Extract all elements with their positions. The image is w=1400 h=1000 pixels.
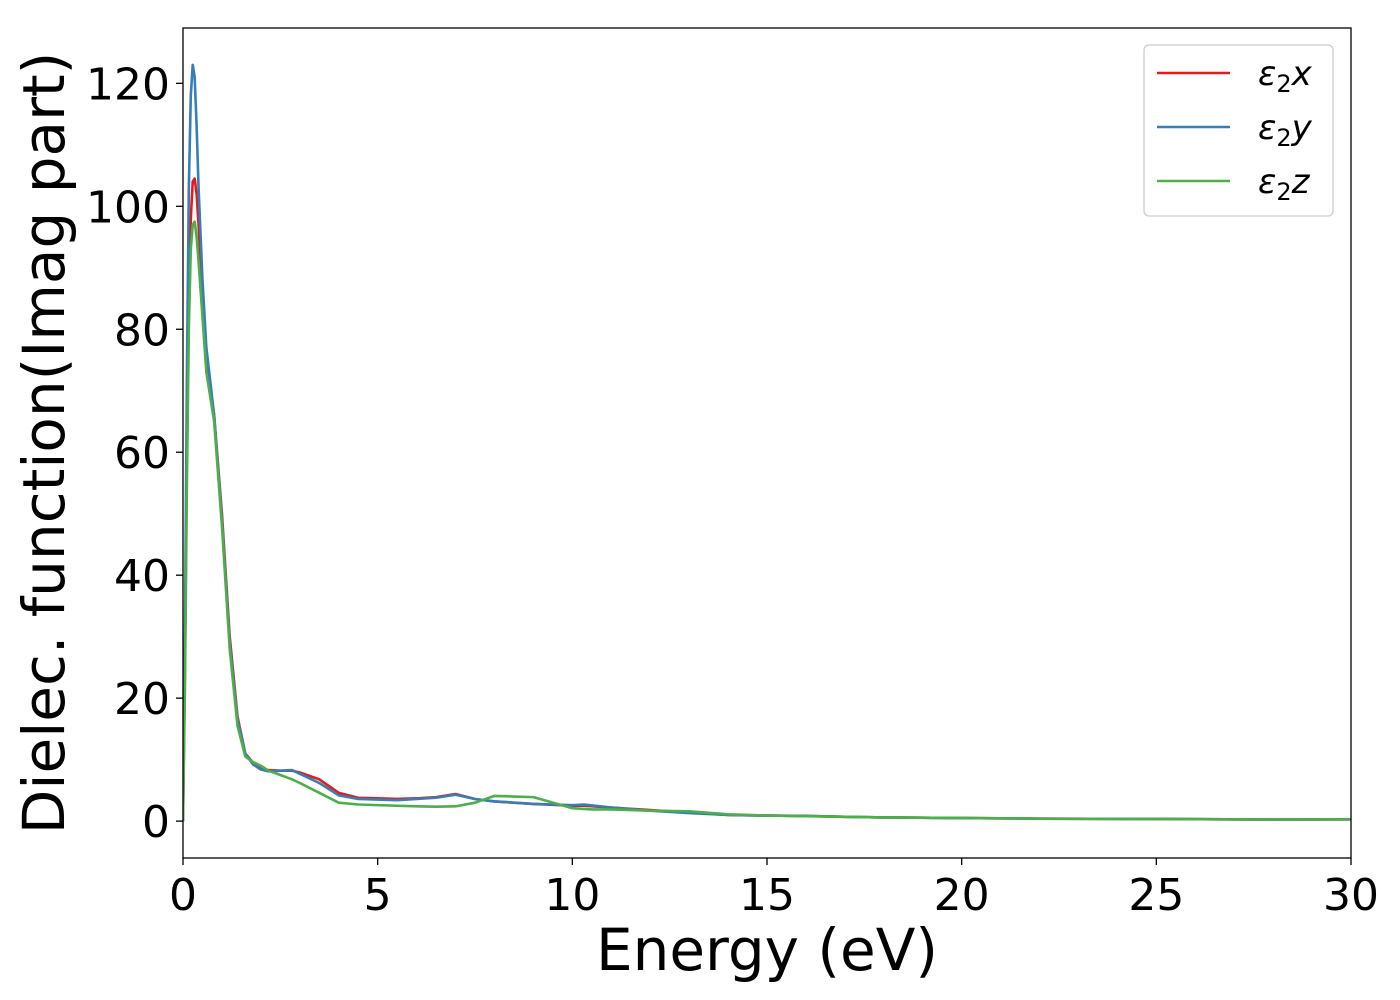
y-tick-label: 40	[114, 551, 170, 602]
x-tick-label: 20	[934, 870, 990, 921]
x-axis-label: Energy (eV)	[596, 916, 938, 984]
x-tick-label: 15	[739, 870, 795, 921]
x-tick-label: 25	[1128, 870, 1184, 921]
series-layer	[183, 63, 1351, 822]
legend-label-suffix: y	[1291, 108, 1313, 148]
series-line-x	[183, 177, 1351, 822]
legend-label-base: ε	[1258, 162, 1276, 202]
series-line-z	[183, 220, 1351, 822]
legend-label-suffix: z	[1291, 162, 1311, 202]
legend-label-subscript: 2	[1276, 178, 1291, 206]
legend-label-subscript: 2	[1276, 70, 1291, 98]
x-tick-label: 30	[1323, 870, 1379, 921]
legend-label-subscript: 2	[1276, 124, 1291, 152]
y-tick-label: 80	[114, 305, 170, 356]
legend-label-z: ε2z	[1258, 162, 1311, 206]
x-tick-label: 5	[364, 870, 392, 921]
legend-label-suffix: x	[1291, 54, 1313, 94]
x-tick-label: 10	[544, 870, 600, 921]
legend-label-y: ε2y	[1258, 108, 1313, 152]
y-tick-label: 100	[86, 182, 170, 233]
y-tick-label: 120	[86, 59, 170, 110]
x-tick-label: 0	[169, 870, 197, 921]
ticks-layer: 0 5 10 15 20 25 30 0 20 40 60 80 100 120	[86, 59, 1379, 921]
y-axis-label: Dielec. function(Imag part)	[10, 52, 78, 835]
legend-box	[1143, 44, 1334, 217]
y-tick-label: 20	[114, 674, 170, 725]
legend-label-x: ε2x	[1258, 54, 1313, 98]
y-tick-label: 60	[114, 428, 170, 479]
legend-label-base: ε	[1258, 108, 1276, 148]
y-tick-label: 0	[142, 797, 170, 848]
legend-label-base: ε	[1258, 54, 1276, 94]
